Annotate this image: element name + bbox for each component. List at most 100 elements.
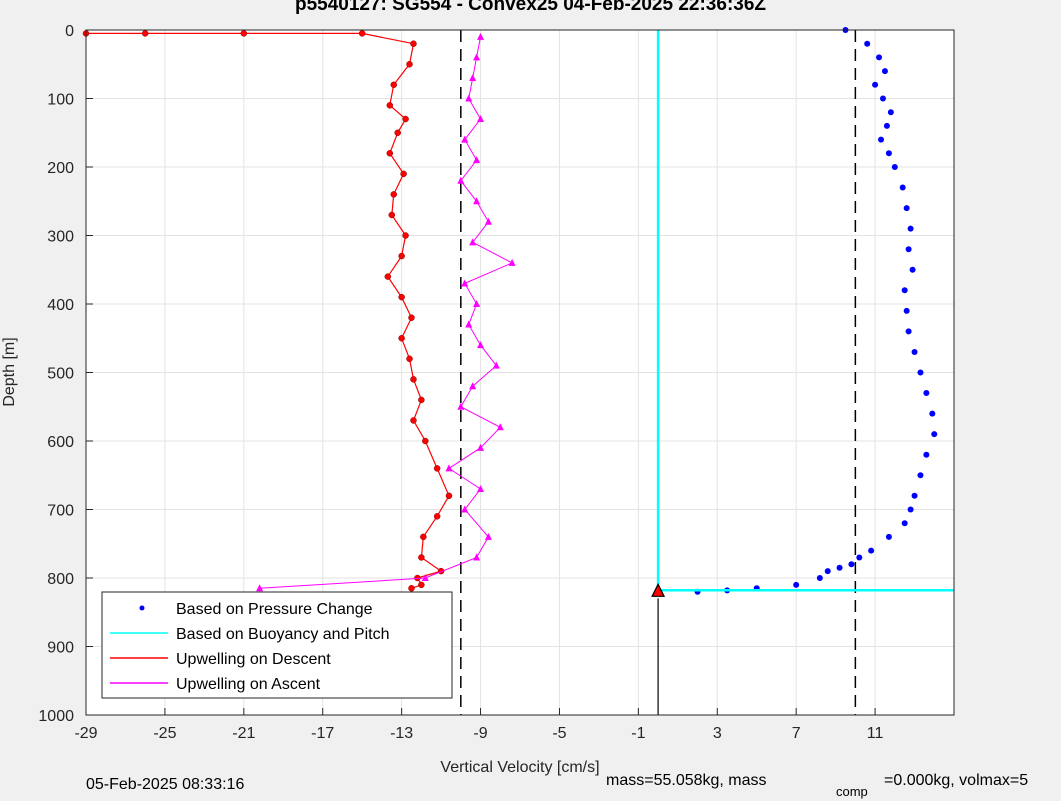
data-point — [473, 197, 481, 205]
series-2 — [656, 30, 954, 592]
data-point — [402, 115, 409, 123]
data-point — [398, 293, 405, 301]
data-point — [256, 584, 264, 592]
data-point — [469, 382, 477, 390]
data-point — [878, 136, 885, 143]
data-point — [905, 246, 912, 253]
data-point — [887, 109, 894, 116]
data-point — [899, 184, 906, 191]
data-point — [141, 30, 149, 37]
data-point — [477, 115, 485, 123]
data-point — [386, 102, 394, 109]
data-point — [358, 30, 366, 37]
y-tick-label: 700 — [47, 503, 74, 520]
x-tick-label: -29 — [74, 725, 97, 742]
legend-label: Upwelling on Descent — [176, 651, 331, 668]
data-point — [410, 417, 417, 424]
y-tick-label: 0 — [65, 23, 74, 40]
x-tick-label: 11 — [867, 725, 884, 742]
data-point — [868, 547, 875, 554]
data-point — [864, 40, 871, 47]
data-point — [388, 211, 396, 219]
data-point — [929, 410, 936, 417]
x-tick-label: -25 — [153, 725, 176, 742]
data-point — [469, 73, 477, 81]
x-tick-label: -9 — [473, 725, 487, 742]
data-point — [508, 258, 516, 266]
data-point — [917, 369, 924, 376]
data-point — [410, 376, 417, 383]
data-point — [885, 533, 892, 540]
y-tick-label: 900 — [47, 640, 74, 657]
data-point — [907, 506, 914, 513]
data-point — [484, 217, 492, 225]
data-point — [422, 437, 429, 445]
data-point — [492, 361, 500, 369]
data-point — [901, 287, 908, 294]
data-point — [816, 575, 823, 581]
y-tick-label: 500 — [47, 366, 74, 383]
data-point — [461, 279, 469, 287]
x-tick-label: -21 — [232, 725, 255, 742]
data-point — [402, 232, 409, 239]
data-point — [917, 472, 924, 479]
data-point — [410, 40, 417, 47]
data-point — [923, 451, 930, 458]
footer-mass: mass=55.058kg, mass — [606, 772, 767, 789]
footer-mass-subscript: comp — [836, 784, 868, 799]
data-point — [240, 30, 248, 37]
data-point — [394, 129, 401, 136]
series-4 — [256, 32, 516, 592]
data-point — [408, 314, 415, 321]
data-point — [907, 225, 914, 232]
data-point — [457, 176, 465, 184]
x-tick-label: 3 — [713, 725, 722, 742]
series-3 — [82, 30, 453, 592]
data-point — [418, 581, 425, 589]
data-point — [477, 341, 485, 349]
data-point — [433, 513, 441, 520]
data-point — [848, 561, 855, 568]
depth-arrow-head — [651, 582, 666, 597]
data-point — [473, 156, 481, 164]
data-point — [879, 95, 886, 102]
data-point — [398, 335, 405, 342]
data-point — [911, 492, 918, 499]
data-point — [477, 443, 485, 451]
data-point — [473, 300, 481, 307]
data-point — [881, 68, 888, 75]
axis-labels: Vertical Velocity [cm/s] Depth [m] — [1, 337, 600, 776]
data-point — [856, 554, 863, 561]
data-point — [477, 32, 485, 40]
data-point — [386, 150, 394, 157]
data-point — [903, 205, 910, 212]
data-point — [406, 355, 413, 363]
chart-title: p5540127: SG554 - Convex25 04-Feb-2025 2… — [294, 0, 767, 15]
data-point — [457, 402, 465, 410]
data-point — [824, 568, 831, 575]
data-point — [473, 53, 481, 61]
data-point — [461, 135, 469, 143]
data-point — [923, 390, 930, 397]
x-tick-label: -17 — [311, 725, 334, 742]
reference-lines — [460, 30, 857, 715]
x-axis-label: Vertical Velocity [cm/s] — [440, 759, 599, 776]
data-point — [461, 505, 469, 513]
data-point — [418, 396, 425, 404]
data-point — [901, 520, 908, 527]
data-point — [420, 533, 427, 541]
x-tick-label: 7 — [792, 725, 801, 742]
ticks: -29 -25 -21 -17 -13 -9 -5 -1 3 7 11010020030040050… — [38, 23, 883, 742]
series-line — [259, 36, 514, 589]
x-tick-label: -13 — [390, 725, 413, 742]
series-line — [656, 30, 954, 592]
y-tick-label: 300 — [47, 229, 74, 246]
data-point — [384, 273, 392, 280]
data-point — [909, 266, 916, 273]
data-point — [477, 484, 485, 492]
legend-box — [101, 591, 453, 699]
legend: Based on Pressure Change Based on Buoyanc… — [101, 591, 453, 699]
data-point — [469, 238, 477, 246]
data-point — [903, 307, 910, 314]
data-point — [931, 431, 938, 438]
